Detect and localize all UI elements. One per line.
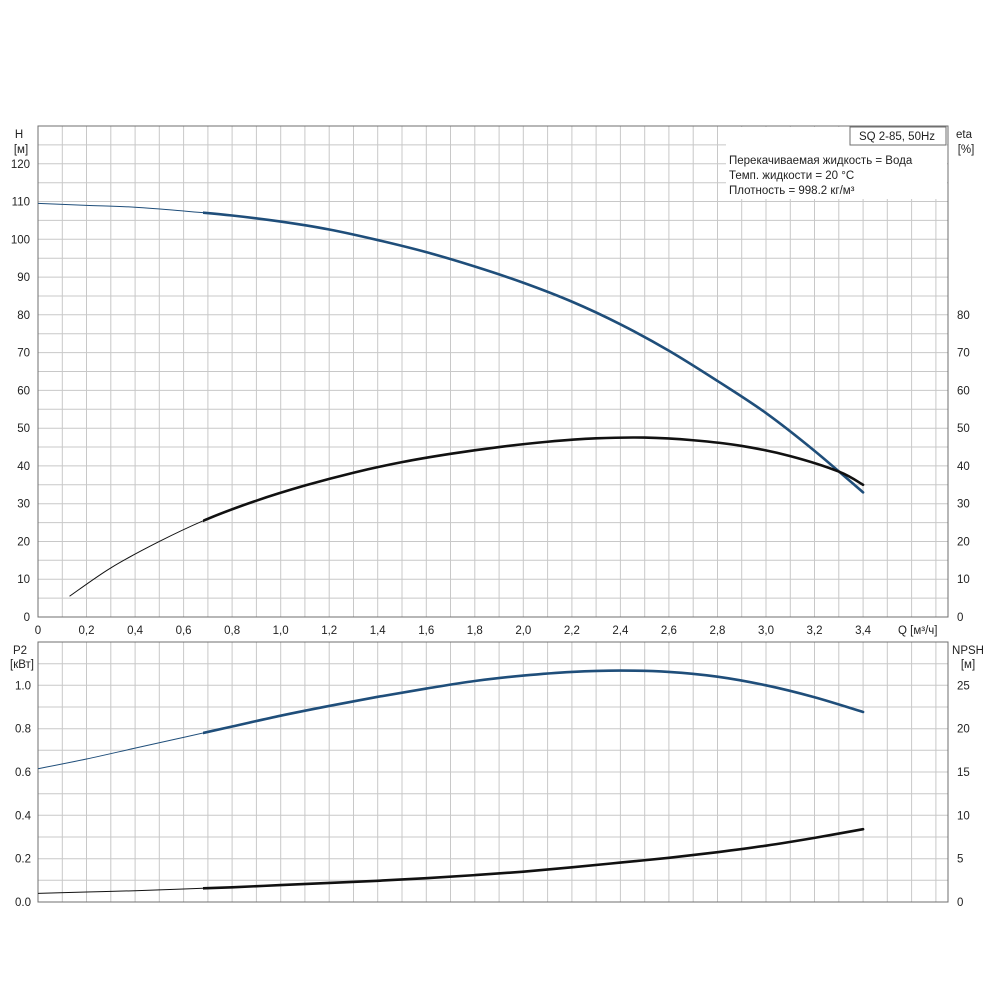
y-right-tick-label: 5 [957, 854, 963, 866]
y-right-tick-label: 20 [957, 536, 970, 548]
y-left-tick-label: 20 [17, 536, 30, 548]
y-right-tick-label: 60 [957, 385, 970, 397]
y-right-tick-label: 70 [957, 348, 970, 360]
x-tick-label: 1,8 [467, 625, 483, 637]
x-tick-label: 0,2 [79, 625, 95, 637]
y-left-tick-label: 0.6 [15, 767, 31, 779]
x-tick-label: 0 [35, 625, 41, 637]
y-left-tick-label: 40 [17, 461, 30, 473]
x-tick-label: 0,4 [127, 625, 144, 637]
y-right-tick-label: 0 [957, 612, 963, 624]
y-left-tick-label: 10 [17, 574, 30, 586]
y-right-tick-label: 25 [957, 680, 970, 692]
x-tick-label: 3,4 [855, 625, 872, 637]
y-right-tick-label: 40 [957, 461, 970, 473]
y-left-tick-label: 120 [11, 159, 30, 171]
x-tick-label: 3,2 [807, 625, 823, 637]
y-left-tick-label: 60 [17, 385, 30, 397]
x-tick-label: 3,0 [758, 625, 774, 637]
y-right-axis-label: eta [956, 129, 973, 141]
y-left-tick-label: 70 [17, 348, 30, 360]
x-axis-label: Q [м³/ч] [898, 625, 937, 637]
y-left-tick-label: 0.2 [15, 854, 31, 866]
x-tick-label: 1,6 [418, 625, 434, 637]
x-tick-label: 0,6 [176, 625, 192, 637]
y-left-axis-unit: [м] [14, 144, 28, 156]
y-right-tick-label: 15 [957, 767, 970, 779]
y-left-tick-label: 110 [12, 197, 30, 209]
y-right-axis-unit: [%] [958, 144, 975, 156]
annotation-text: Перекачиваемая жидкость = Вода [729, 155, 913, 167]
y-right-tick-label: 50 [957, 423, 970, 435]
y-left-axis-label: P2 [13, 645, 27, 657]
x-tick-label: 1,2 [321, 625, 337, 637]
y-left-tick-label: 1.0 [15, 680, 31, 692]
x-tick-label: 2,8 [709, 625, 725, 637]
y-left-tick-label: 50 [17, 423, 30, 435]
y-right-tick-label: 30 [957, 499, 970, 511]
y-right-axis-unit: [м] [961, 659, 975, 671]
y-left-tick-label: 0.0 [15, 897, 31, 909]
y-left-tick-label: 30 [17, 499, 30, 511]
x-tick-label: 1,4 [370, 625, 387, 637]
y-right-tick-label: 80 [957, 310, 970, 322]
annotation-text: Плотность = 998.2 кг/м³ [729, 185, 855, 197]
x-tick-label: 1,0 [273, 625, 289, 637]
y-left-tick-label: 0.4 [15, 810, 32, 822]
y-left-tick-label: 0 [24, 612, 30, 624]
x-tick-label: 2,6 [661, 625, 677, 637]
y-left-axis-label: H [15, 129, 23, 141]
y-right-tick-label: 20 [957, 724, 970, 736]
efficiency-curve [70, 437, 864, 596]
y-left-tick-label: 0.8 [15, 724, 31, 736]
x-tick-label: 2,4 [612, 625, 629, 637]
x-tick-label: 0,8 [224, 625, 240, 637]
x-tick-label: 2,2 [564, 625, 580, 637]
x-tick-label: 2,0 [515, 625, 531, 637]
annotation-text: Темп. жидкости = 20 °C [729, 170, 854, 182]
efficiency-curve-thin [70, 437, 864, 596]
y-left-axis-unit: [кВт] [10, 659, 34, 671]
y-right-axis-label: NPSH [952, 645, 984, 657]
y-right-tick-label: 0 [957, 897, 963, 909]
chart-title: SQ 2-85, 50Hz [859, 131, 935, 143]
y-left-tick-label: 90 [17, 272, 30, 284]
y-right-tick-label: 10 [957, 810, 970, 822]
y-left-tick-label: 80 [17, 310, 30, 322]
y-left-tick-label: 100 [11, 234, 30, 246]
y-right-tick-label: 10 [957, 574, 970, 586]
